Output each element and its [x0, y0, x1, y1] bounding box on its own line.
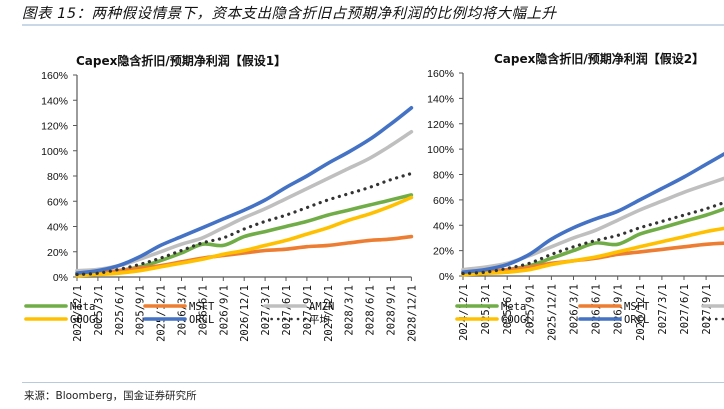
- y-tick-label: 120%: [427, 119, 454, 131]
- legend-label: ORCL: [624, 314, 649, 326]
- x-tick-label: 2026/3/1: [177, 285, 189, 336]
- x-tick-label: 2026/6/1: [197, 285, 209, 336]
- x-tick-label: 2028/3/1: [344, 285, 356, 336]
- x-tick-label: 2026/12/1: [239, 285, 251, 342]
- legend-label: GOOGL: [70, 314, 102, 326]
- x-tick-label: 2026/6/1: [591, 284, 603, 335]
- x-tick-label: 2027/9/1: [302, 285, 314, 336]
- y-tick-label: 140%: [41, 95, 68, 107]
- legend-label: 平均: [309, 314, 330, 326]
- y-tick-label: 160%: [41, 70, 68, 82]
- y-tick-label: 160%: [427, 68, 454, 80]
- legend-label: Meta: [501, 301, 526, 313]
- y-tick-label: 0%: [439, 271, 454, 283]
- legend-label: GOOGL: [501, 314, 533, 326]
- x-tick-label: 2026/12/1: [635, 284, 647, 341]
- legend-label: MSFT: [189, 301, 215, 313]
- x-tick-label: 2024/12/1: [72, 285, 84, 342]
- figure-title: 图表 15：两种假设情景下，资本支出隐含折旧占预期净利润的比例均将大幅上升: [22, 6, 557, 22]
- legend-label: MSFT: [624, 301, 650, 313]
- series-line-average: [75, 171, 413, 277]
- y-tick-label: 80%: [433, 170, 454, 182]
- chart-title: Capex隐含折旧/预期净利润【假设1】: [76, 53, 286, 68]
- chart-assumption-1: Capex隐含折旧/预期净利润【假设1】 0% 20% 40% 60% 80% 100% 12…: [24, 53, 418, 342]
- legend-label: ORCL: [189, 314, 214, 326]
- y-tick-label: 100%: [427, 144, 454, 156]
- x-tick-label: 2026/3/1: [569, 284, 581, 335]
- series-line-average: [461, 200, 724, 276]
- legend-label: Meta: [70, 301, 95, 313]
- y-tick-label: 140%: [427, 93, 454, 105]
- x-tick-label: 2025/12/1: [546, 284, 558, 341]
- series-line-ORCL: [461, 152, 724, 274]
- x-tick-label: 2028/9/1: [386, 285, 398, 336]
- x-tick-label: 2024/12/1: [458, 284, 470, 341]
- series-line-GOOGL: [75, 195, 414, 278]
- chart-assumption-2: Capex隐含折旧/预期净利润【假设2】 0% 20% 40% 60% 80% 100% 12…: [427, 51, 724, 341]
- y-tick-label: 60%: [433, 195, 454, 207]
- series-line-GOOGL: [461, 226, 724, 277]
- x-tick-label: 2026/9/1: [613, 284, 625, 335]
- source-divider: [22, 382, 724, 383]
- x-tick-label: 2025/3/1: [93, 285, 105, 336]
- x-tick-label: 2027/9/1: [701, 284, 713, 335]
- x-tick-label: 2028/6/1: [365, 285, 377, 336]
- x-tick-label: 2027/6/1: [281, 285, 293, 336]
- y-tick-label: 80%: [47, 171, 68, 183]
- x-tick-label: 2025/6/1: [502, 284, 514, 335]
- x-tick-label: 2025/6/1: [114, 285, 126, 336]
- y-tick-label: 100%: [41, 146, 68, 158]
- source-note: 来源：Bloomberg，国金证券研究所: [24, 390, 197, 402]
- y-tick-label: 40%: [433, 220, 454, 232]
- y-tick-label: 0%: [53, 272, 68, 284]
- y-tick-label: 40%: [47, 222, 68, 234]
- x-tick-label: 2026/9/1: [218, 285, 230, 336]
- y-tick-label: 20%: [47, 247, 68, 259]
- x-tick-label: 2025/12/1: [156, 285, 168, 342]
- y-tick-label: 60%: [47, 196, 68, 208]
- chart-title: Capex隐含折旧/预期净利润【假设2】: [494, 51, 704, 66]
- x-tick-label: 2027/3/1: [260, 285, 272, 336]
- x-tick-label: 2027/12/1: [323, 285, 335, 342]
- legend-label: AMZN: [309, 301, 334, 313]
- x-tick-label: 2027/3/1: [657, 284, 669, 335]
- series-line-MSFT: [75, 234, 414, 277]
- x-tick-label: 2028/12/1: [406, 285, 418, 342]
- x-tick-label: 2027/6/1: [679, 284, 691, 335]
- y-tick-label: 120%: [41, 121, 68, 133]
- title-divider: [22, 24, 724, 26]
- x-tick-label: 2025/9/1: [135, 285, 147, 336]
- series-line-ORCL: [75, 106, 414, 275]
- x-tick-label: 2025/9/1: [524, 284, 536, 335]
- x-tick-label: 2025/3/1: [480, 284, 492, 335]
- y-tick-label: 20%: [433, 246, 454, 258]
